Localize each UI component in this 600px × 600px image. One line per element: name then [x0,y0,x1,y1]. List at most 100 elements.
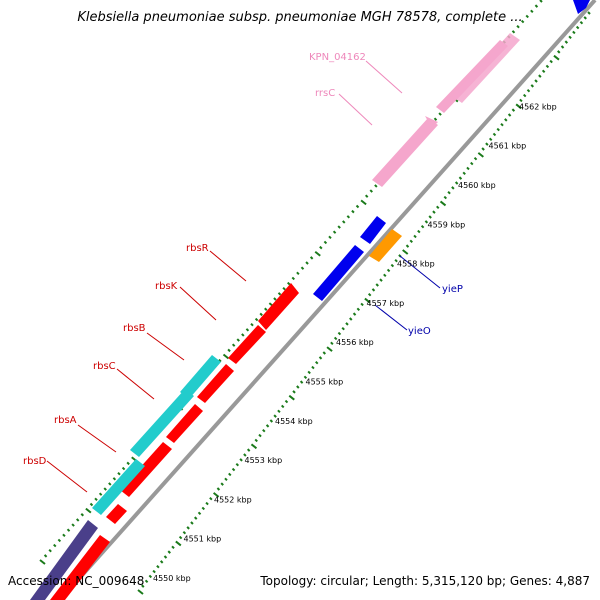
inner-tick [220,482,224,486]
gene-rrsc-arrow[interactable] [372,118,438,187]
inner-tick [439,200,447,207]
inner-tick [515,103,522,110]
inner-tick [141,584,145,588]
inner-tick [583,16,587,20]
outer-tick [300,266,305,270]
gene-cyan-arrow-3[interactable] [92,459,145,515]
outer-tick [218,358,222,363]
inner-tick [137,589,144,595]
gene-rbsa-arrow[interactable] [120,442,172,497]
outer-tick [48,549,52,553]
kbp-label-0: 4550 kbp [153,574,191,583]
outer-tick [323,240,328,245]
inner-tick [436,205,440,209]
outer-tick [264,307,268,311]
inner-tick [360,302,364,307]
kbp-label-2: 4552 kbp [214,495,252,504]
inner-tick [413,234,417,239]
outer-tick [57,538,62,543]
gene-kpn-04162-arrow-2[interactable] [452,33,520,103]
gene-rbsk-arrow[interactable] [228,325,266,364]
outer-tick [254,317,259,322]
inner-tick [330,341,334,345]
inner-tick [500,123,504,127]
label-rbsc: rbsC [93,361,116,372]
inner-tick [496,127,500,132]
inner-tick [564,40,569,44]
inner-tick [507,113,512,117]
inner-tick [579,21,584,25]
inner-tick [280,404,285,409]
inner-tick [144,579,149,583]
gene-top-right-arrow[interactable] [573,0,590,14]
gene-yiep-arrow-blue[interactable] [360,216,386,244]
label-leader-lines [46,60,441,493]
outer-tick [245,328,250,332]
gene-rbsr-arrow[interactable] [258,283,299,330]
outer-tick [539,0,543,3]
inner-tick [292,390,296,394]
outer-tick [291,276,296,281]
label-kpn-04162: KPN_04162 [309,52,366,63]
outer-tick [121,466,126,471]
outer-tick [250,322,254,327]
kbp-label-4: 4554 kbp [275,417,313,426]
gene-purple-arrow[interactable] [30,520,98,600]
inner-tick [523,93,527,98]
inner-tick [447,191,451,195]
gene-cyan-arrow-1[interactable] [180,355,221,399]
gene-rrsc-head[interactable] [425,116,438,128]
inner-tick [186,526,190,530]
outer-tick [112,477,117,481]
outer-tick [516,24,520,29]
outer-tick [364,194,369,198]
gene-yiep-arrow-orange[interactable] [369,229,402,262]
label-rbsd: rbsD [23,456,47,467]
kbp-label-8: 4558 kbp [397,260,435,269]
inner-tick [156,565,160,569]
outer-tick [222,353,230,360]
gene-rbsc-arrow[interactable] [166,404,203,443]
inner-tick [394,259,398,263]
inner-tick [511,108,516,112]
outer-tick [511,30,516,34]
inner-tick [333,336,338,341]
inner-tick [405,244,410,248]
inner-tick [466,166,470,171]
map-title: Klebsiella pneumoniae subsp. pneumoniae … [77,10,523,25]
inner-tick [178,535,183,540]
inner-tick [194,516,198,520]
inner-tick [284,399,289,404]
inner-tick [371,288,376,292]
genome-backbone [58,0,597,600]
inner-tick [228,472,232,477]
gene-rbsd-arrow[interactable] [106,504,127,524]
inner-tick [326,346,333,352]
inner-tick [504,118,508,122]
gene-rbsb-arrow[interactable] [197,364,234,403]
inner-tick [205,501,209,506]
label-rrsc: rrsC [315,88,335,99]
inner-tick [560,45,565,49]
outer-tick [236,338,240,342]
inner-tick [451,186,455,190]
topology-label: Topology: circular; Length: 5,315,120 bp… [260,574,590,588]
inner-tick [167,550,171,554]
kbp-label-5: 4555 kbp [306,378,344,387]
label-rbsr: rbsR [186,243,209,254]
outer-tick [309,256,314,260]
outer-tick [346,215,351,219]
kbp-label-10: 4560 kbp [458,181,496,190]
outer-tick [98,492,103,496]
gene-yieo-arrow[interactable] [313,245,364,301]
gene-lower-red-arrow[interactable] [50,535,110,600]
outer-tick [126,461,130,466]
outer-tick [351,209,355,214]
inner-tick [417,229,421,234]
outer-tick [227,348,231,353]
inner-tick [568,35,572,39]
label-yiep: yieP [442,284,463,295]
outer-tick [62,533,66,538]
inner-tick [383,273,387,277]
gene-cyan-arrow-2[interactable] [130,389,194,457]
